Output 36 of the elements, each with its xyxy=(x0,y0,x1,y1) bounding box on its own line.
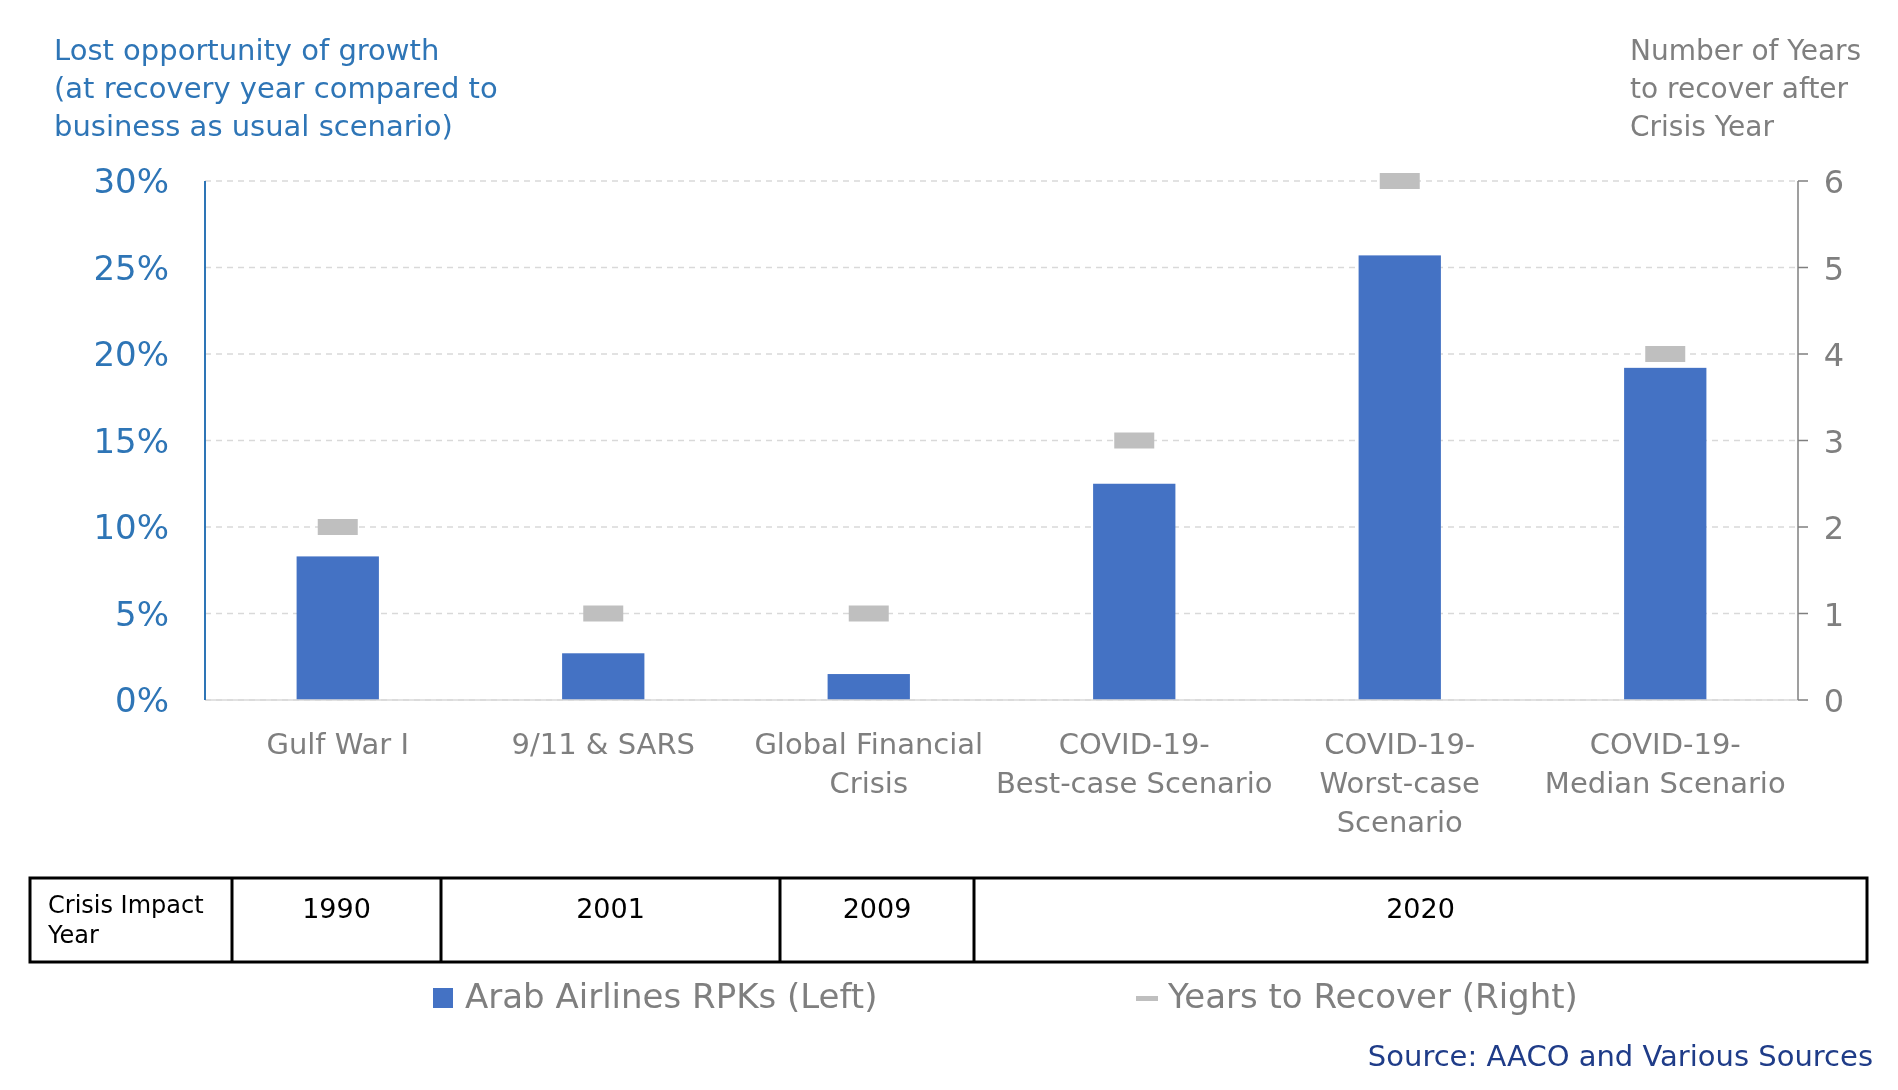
x-tick-label: Gulf War I xyxy=(266,727,410,761)
x-tick-label: COVID-19- Median Scenario xyxy=(1544,727,1786,800)
y-tick-label: 20% xyxy=(93,334,169,374)
x-tick-label: COVID-19- Best-case Scenario xyxy=(995,727,1273,800)
text: Crisis Impact Year xyxy=(47,891,204,949)
bar xyxy=(1093,483,1176,700)
text: 2001 xyxy=(576,893,645,924)
legend-label: Years to Recover (Right) xyxy=(1167,976,1578,1016)
y2-tick-label: 2 xyxy=(1823,509,1845,547)
y-tick-label: 15% xyxy=(93,420,169,461)
y2-tick-label: 6 xyxy=(1823,163,1845,201)
x-tick-label: Global Financial Crisis xyxy=(754,727,984,800)
bar xyxy=(562,653,645,700)
y-tick-label: 0% xyxy=(115,680,169,720)
y2-axis-title: Number of Years to recover after Crisis Year xyxy=(1630,34,1862,143)
legend-label: Arab Airlines RPKs (Left) xyxy=(465,976,878,1016)
y2-tick-label: 5 xyxy=(1823,249,1845,288)
bar xyxy=(296,556,379,700)
text: 2009 xyxy=(842,893,912,924)
y-tick-label: 25% xyxy=(93,247,169,288)
y-tick-label: 5% xyxy=(115,593,169,634)
y2-tick-label: 4 xyxy=(1823,336,1845,374)
source-note: Source: AACO and Various Sources xyxy=(1367,1039,1873,1073)
y-tick-label: 10% xyxy=(93,507,169,547)
text: 1990 xyxy=(302,893,371,924)
bar xyxy=(1624,367,1707,700)
y2-tick-label: 3 xyxy=(1823,422,1845,461)
x-tick-label: COVID-19- Worst-case Scenario xyxy=(1319,727,1480,839)
x-tick-label: 9/11 & SARS xyxy=(511,727,696,761)
text: 2020 xyxy=(1386,893,1455,924)
y2-tick-label: 0 xyxy=(1823,682,1845,720)
bar xyxy=(1358,255,1441,700)
y-axis-title: Lost opportunity of growth (at recovery year compared to business as usual scenario) xyxy=(54,33,498,143)
y2-tick-label: 1 xyxy=(1823,595,1845,634)
y-tick-label: 30% xyxy=(93,161,169,201)
bar xyxy=(827,674,910,700)
